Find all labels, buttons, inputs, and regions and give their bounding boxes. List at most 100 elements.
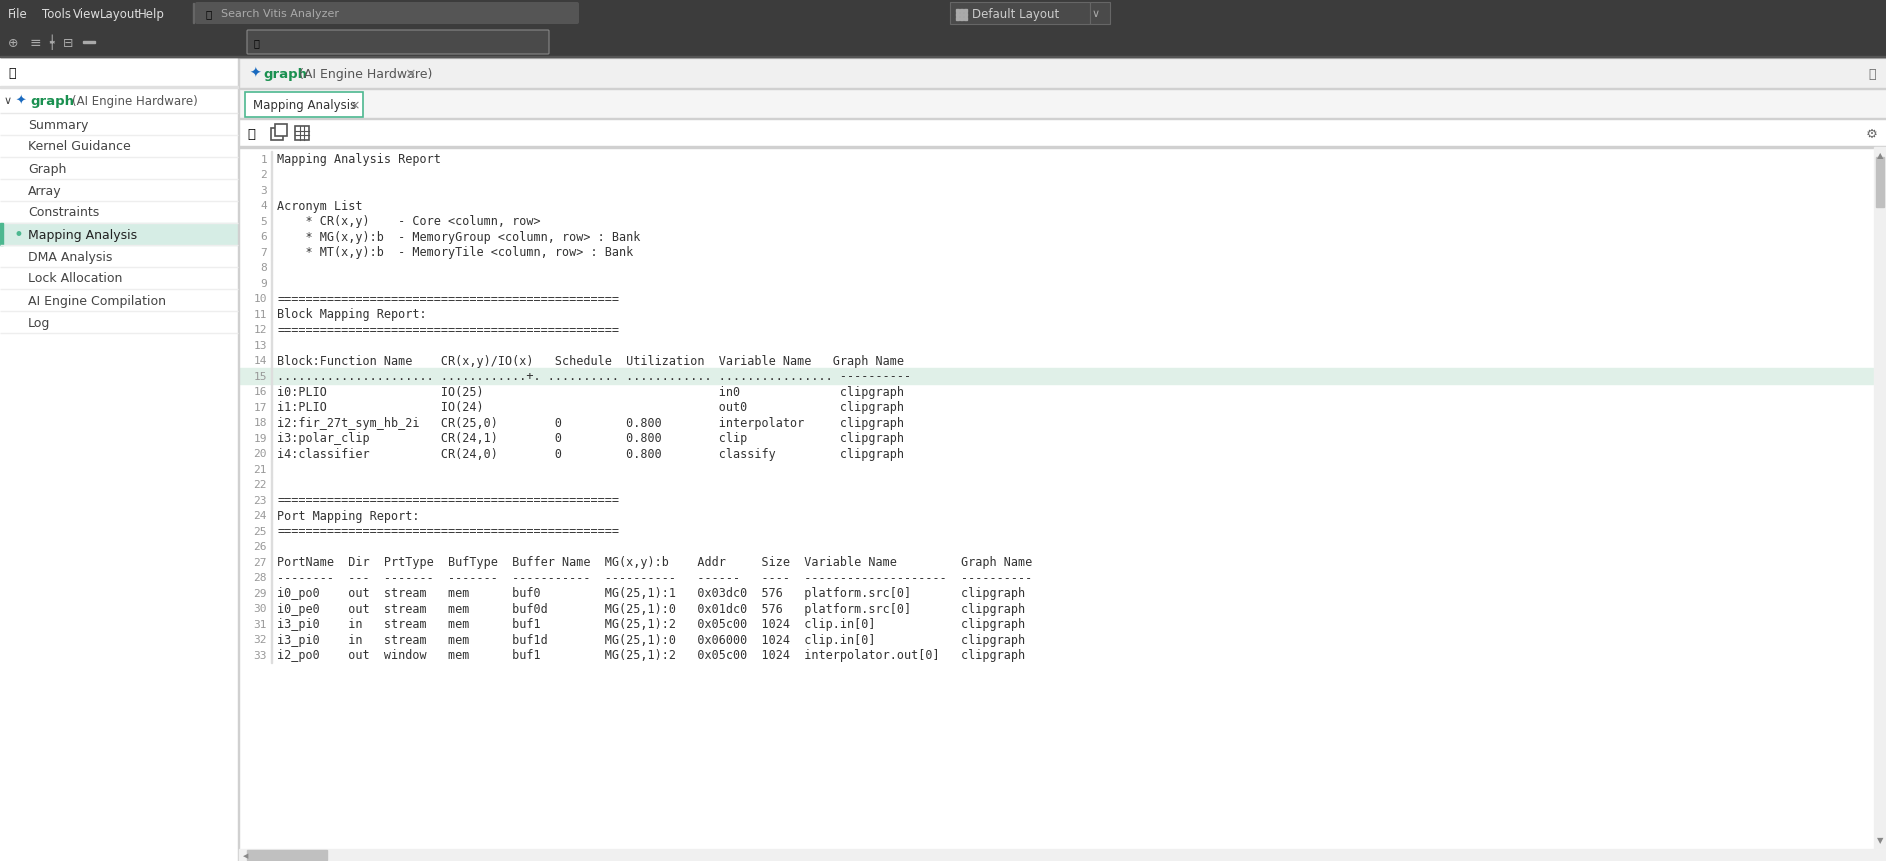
Text: 21: 21 xyxy=(253,464,268,474)
Text: AI Engine Compilation: AI Engine Compilation xyxy=(28,294,166,307)
Text: ↓: ↓ xyxy=(45,34,57,46)
Text: ✦: ✦ xyxy=(15,95,26,108)
Text: ▼: ▼ xyxy=(1877,835,1884,845)
Text: 28: 28 xyxy=(253,573,268,583)
Text: ↑: ↑ xyxy=(45,40,57,53)
Text: ×: × xyxy=(404,67,415,81)
Text: 26: 26 xyxy=(253,542,268,552)
Text: 22: 22 xyxy=(253,480,268,490)
Bar xyxy=(240,120,1886,148)
Text: ================================================: ========================================… xyxy=(277,493,619,506)
Bar xyxy=(960,10,964,13)
Text: 32: 32 xyxy=(253,635,268,645)
Text: ∨: ∨ xyxy=(1092,9,1100,19)
Text: i3_pi0    in   stream   mem      buf1d        MG(25,1):0   0x06000  1024  clip.i: i3_pi0 in stream mem buf1d MG(25,1):0 0x… xyxy=(277,633,1026,646)
Bar xyxy=(240,369,1873,384)
Text: File: File xyxy=(8,8,28,21)
Text: Block:Function Name    CR(x,y)/IO(x)   Schedule  Utilization  Variable Name   Gr: Block:Function Name CR(x,y)/IO(x) Schedu… xyxy=(277,355,903,368)
Text: 29: 29 xyxy=(253,588,268,598)
Text: Log: Log xyxy=(28,316,51,329)
Bar xyxy=(275,125,287,137)
Text: 2: 2 xyxy=(260,170,268,180)
Text: 7: 7 xyxy=(260,247,268,257)
Text: i3_pi0    in   stream   mem      buf1         MG(25,1):2   0x05c00  1024  clip.i: i3_pi0 in stream mem buf1 MG(25,1):2 0x0… xyxy=(277,617,1026,630)
Bar xyxy=(0,28,1886,58)
Text: ▲: ▲ xyxy=(1877,152,1884,160)
Text: graph: graph xyxy=(262,67,307,80)
Text: 6: 6 xyxy=(260,232,268,242)
Bar xyxy=(964,10,968,13)
Text: Help: Help xyxy=(138,8,164,21)
Text: •: • xyxy=(13,226,25,244)
FancyBboxPatch shape xyxy=(247,31,549,55)
Bar xyxy=(0,58,238,861)
Text: * MG(x,y):b  - MemoryGroup <column, row> : Bank: * MG(x,y):b - MemoryGroup <column, row> … xyxy=(277,231,641,244)
Text: Layout: Layout xyxy=(100,8,140,21)
Text: 13: 13 xyxy=(253,340,268,350)
Bar xyxy=(951,3,1090,25)
Bar xyxy=(0,0,1886,28)
Text: ×: × xyxy=(349,99,360,112)
Text: ⊕: ⊕ xyxy=(8,36,19,49)
Text: 16: 16 xyxy=(253,387,268,397)
Text: i2:fir_27t_sym_hb_2i   CR(25,0)        0         0.800        interpolator     c: i2:fir_27t_sym_hb_2i CR(25,0) 0 0.800 in… xyxy=(277,416,903,430)
Text: ∨: ∨ xyxy=(4,96,11,106)
Text: 9: 9 xyxy=(260,278,268,288)
Text: --------  ---  -------  -------  -----------  ----------   ------   ----  ------: -------- --- ------- ------- -----------… xyxy=(277,571,1032,584)
Text: 31: 31 xyxy=(253,619,268,629)
Text: i0_pe0    out  stream   mem      buf0d        MG(25,1):0   0x01dc0  576   platfo: i0_pe0 out stream mem buf0d MG(25,1):0 0… xyxy=(277,602,1026,615)
Text: 10: 10 xyxy=(253,294,268,304)
Text: Summary: Summary xyxy=(28,118,89,132)
Text: ================================================: ========================================… xyxy=(277,293,619,306)
Bar xyxy=(240,89,1886,90)
Bar xyxy=(956,18,958,21)
Text: 1: 1 xyxy=(260,155,268,164)
Text: 17: 17 xyxy=(253,402,268,412)
Text: ◀: ◀ xyxy=(243,852,249,858)
Text: Tools: Tools xyxy=(41,8,72,21)
Text: 27: 27 xyxy=(253,557,268,567)
Bar xyxy=(951,3,1090,25)
Bar xyxy=(240,849,1875,861)
Bar xyxy=(960,14,964,17)
Text: Mapping Analysis: Mapping Analysis xyxy=(253,99,356,112)
Text: i3:polar_clip          CR(24,1)        0         0.800        clip             c: i3:polar_clip CR(24,1) 0 0.800 clip c xyxy=(277,431,903,445)
Text: DMA Analysis: DMA Analysis xyxy=(28,251,113,263)
Text: (AI Engine Hardware): (AI Engine Hardware) xyxy=(72,95,198,108)
Text: Default Layout: Default Layout xyxy=(971,8,1060,21)
Text: ================================================: ========================================… xyxy=(277,324,619,337)
Text: 3: 3 xyxy=(260,185,268,195)
Bar xyxy=(0,58,238,88)
Text: 23: 23 xyxy=(253,495,268,505)
Text: Acronym List: Acronym List xyxy=(277,200,362,213)
Text: 15: 15 xyxy=(253,371,268,381)
Bar xyxy=(245,93,362,118)
Bar xyxy=(1090,3,1111,25)
Text: 🔍: 🔍 xyxy=(206,9,211,19)
Bar xyxy=(240,58,1886,861)
Text: ================================================: ========================================… xyxy=(277,524,619,537)
FancyBboxPatch shape xyxy=(194,3,579,25)
Bar xyxy=(240,90,1886,120)
Text: View: View xyxy=(74,8,102,21)
Bar xyxy=(240,148,1886,848)
Text: 🔍: 🔍 xyxy=(8,66,15,79)
Text: 30: 30 xyxy=(253,604,268,614)
Text: Port Mapping Report:: Port Mapping Report: xyxy=(277,509,419,522)
Text: 4: 4 xyxy=(260,201,268,211)
Text: Lock Allocation: Lock Allocation xyxy=(28,272,123,285)
Text: 14: 14 xyxy=(253,356,268,366)
Text: 18: 18 xyxy=(253,418,268,428)
Text: i4:classifier          CR(24,0)        0         0.800        classify         c: i4:classifier CR(24,0) 0 0.800 classify … xyxy=(277,447,903,461)
Bar xyxy=(240,58,1886,59)
Text: ≡: ≡ xyxy=(30,36,41,50)
Bar xyxy=(0,224,4,245)
Text: * MT(x,y):b  - MemoryTile <column, row> : Bank: * MT(x,y):b - MemoryTile <column, row> :… xyxy=(277,246,634,259)
Text: 5: 5 xyxy=(260,216,268,226)
Bar xyxy=(964,14,968,17)
Text: (AI Engine Hardware): (AI Engine Hardware) xyxy=(300,67,432,80)
Text: i2_po0    out  window   mem      buf1         MG(25,1):2   0x05c00  1024  interp: i2_po0 out window mem buf1 MG(25,1):2 0x… xyxy=(277,648,1026,661)
Text: 12: 12 xyxy=(253,325,268,335)
Text: 33: 33 xyxy=(253,650,268,660)
Text: Mapping Analysis Report: Mapping Analysis Report xyxy=(277,153,441,166)
